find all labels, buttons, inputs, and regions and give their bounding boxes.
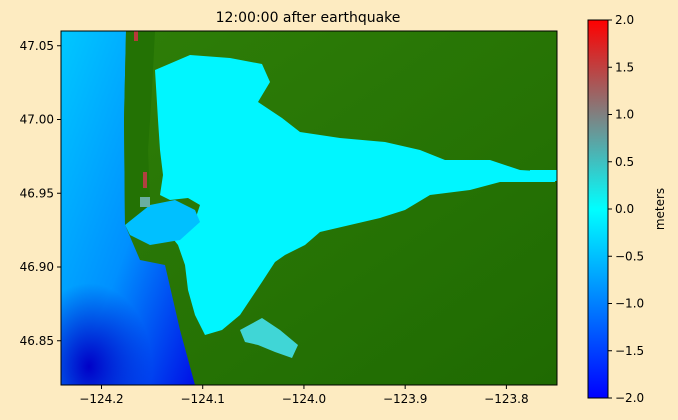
y-tick-label: 46.85 [20, 334, 54, 348]
x-axis: −124.2 −124.1 −124.0 −123.9 −123.8 [79, 385, 529, 406]
river-mouth [530, 170, 557, 181]
colorbar-tick-label: −2.0 [615, 391, 644, 405]
plot-frame [60, 30, 558, 386]
colorbar-tick-label: 1.5 [615, 60, 634, 74]
x-tick-label: −124.0 [282, 392, 326, 406]
high-water-spot [134, 31, 138, 41]
colorbar-tick-label: 0.0 [615, 202, 634, 216]
plot-area [61, 31, 557, 385]
y-tick-label: 46.90 [20, 260, 54, 274]
shallow-patch [140, 197, 150, 207]
x-tick-label: −124.1 [181, 392, 225, 406]
x-tick-label: −123.9 [383, 392, 427, 406]
peninsula [124, 31, 155, 225]
colorbar-tick-label: −0.5 [615, 249, 644, 263]
y-axis: 46.85 46.90 46.95 47.00 47.05 [20, 39, 61, 348]
y-tick-label: 47.00 [20, 113, 54, 127]
south-inlet [240, 318, 298, 358]
y-tick-label: 47.05 [20, 39, 54, 53]
colorbar-axis: −2.0 −1.5 −1.0 −0.5 0.0 0.5 1.0 1.5 2.0 [608, 13, 644, 405]
x-tick-label: −123.8 [484, 392, 528, 406]
colorbar-tick-label: 0.5 [615, 155, 634, 169]
colorbar-tick-label: 1.0 [615, 108, 634, 122]
colorbar [587, 19, 609, 399]
colorbar-tick-label: 2.0 [615, 13, 634, 27]
bay-water [155, 55, 555, 335]
x-tick-label: −124.2 [79, 392, 123, 406]
colorbar-tick-label: −1.5 [615, 344, 644, 358]
y-tick-label: 46.95 [20, 186, 54, 200]
bay-entrance [125, 200, 200, 245]
colorbar-label: meters [653, 188, 667, 230]
chart-title: 12:00:00 after earthquake [216, 10, 401, 26]
colorbar-tick-label: −1.0 [615, 297, 644, 311]
high-water-spot-2 [143, 172, 147, 188]
